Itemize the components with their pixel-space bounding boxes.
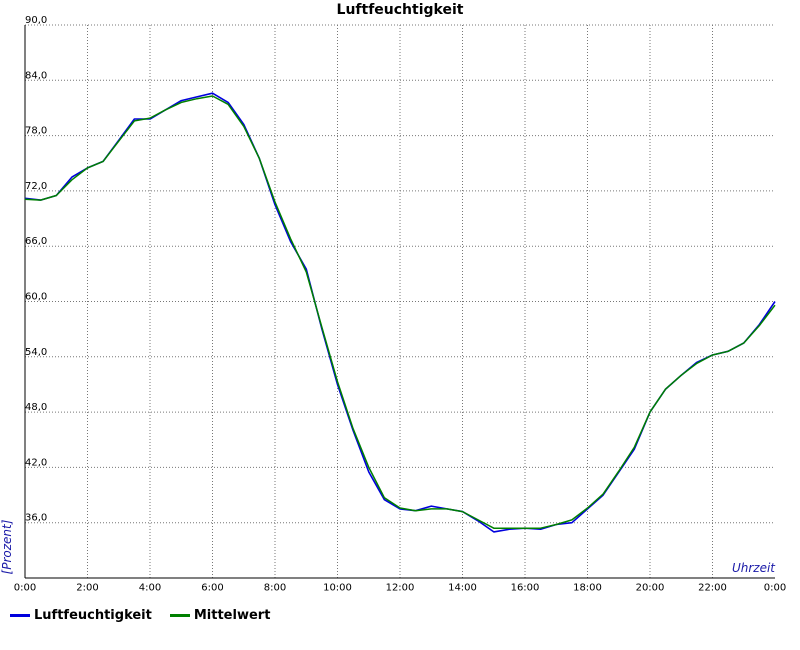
legend-swatch-blue [10,614,30,617]
x-tick-label: 8:00 [264,582,286,593]
legend-item-luftfeuchtigkeit: Luftfeuchtigkeit [10,608,152,623]
y-tick-label: 60,0 [25,292,47,303]
series-line-mittelwert [24,95,776,529]
x-tick-label: 16:00 [511,582,540,593]
x-tick-label: 6:00 [201,582,223,593]
grid [25,24,775,578]
legend-label-luftfeuchtigkeit: Luftfeuchtigkeit [34,608,152,623]
legend: Luftfeuchtigkeit Mittelwert [10,608,270,623]
y-tick-label: 72,0 [25,181,47,192]
x-tick-label: 22:00 [698,582,727,593]
x-tick-label: 12:00 [386,582,415,593]
legend-item-mittelwert: Mittelwert [169,608,271,623]
x-tick-label: 20:00 [636,582,665,593]
x-tick-label: 18:00 [573,582,602,593]
x-tick-label: 10:00 [323,582,352,593]
x-tick-label: 0:00 [764,582,786,593]
y-tick-labels: 36,0 42,0 48,0 54,0 60,0 66,0 72,0 78,0 84,0 90,0 [25,15,47,524]
x-tick-labels: 0:00 2:00 4:00 6:00 8:00 10:00 12:00 14:00 16:00… [14,582,786,593]
x-tick-label: 4:00 [139,582,161,593]
y-tick-label: 48,0 [25,402,47,413]
legend-label-mittelwert: Mittelwert [193,608,271,623]
x-axis-label: Uhrzeit [732,561,776,575]
x-tick-label: 0:00 [14,582,36,593]
y-tick-label: 42,0 [25,457,47,468]
series-lines [24,92,776,533]
x-tick-label: 14:00 [448,582,477,593]
y-tick-label: 54,0 [25,347,47,358]
y-tick-label: 66,0 [25,236,47,247]
y-tick-label: 84,0 [25,70,47,81]
y-tick-label: 90,0 [25,15,47,26]
y-tick-label: 78,0 [25,126,47,137]
chart-title: Luftfeuchtigkeit [337,2,464,18]
axes [24,25,775,579]
x-tick-label: 2:00 [76,582,98,593]
legend-swatch-green [169,614,190,617]
y-axis-label: [Prozent] [0,519,14,574]
y-tick-label: 36,0 [25,513,47,524]
